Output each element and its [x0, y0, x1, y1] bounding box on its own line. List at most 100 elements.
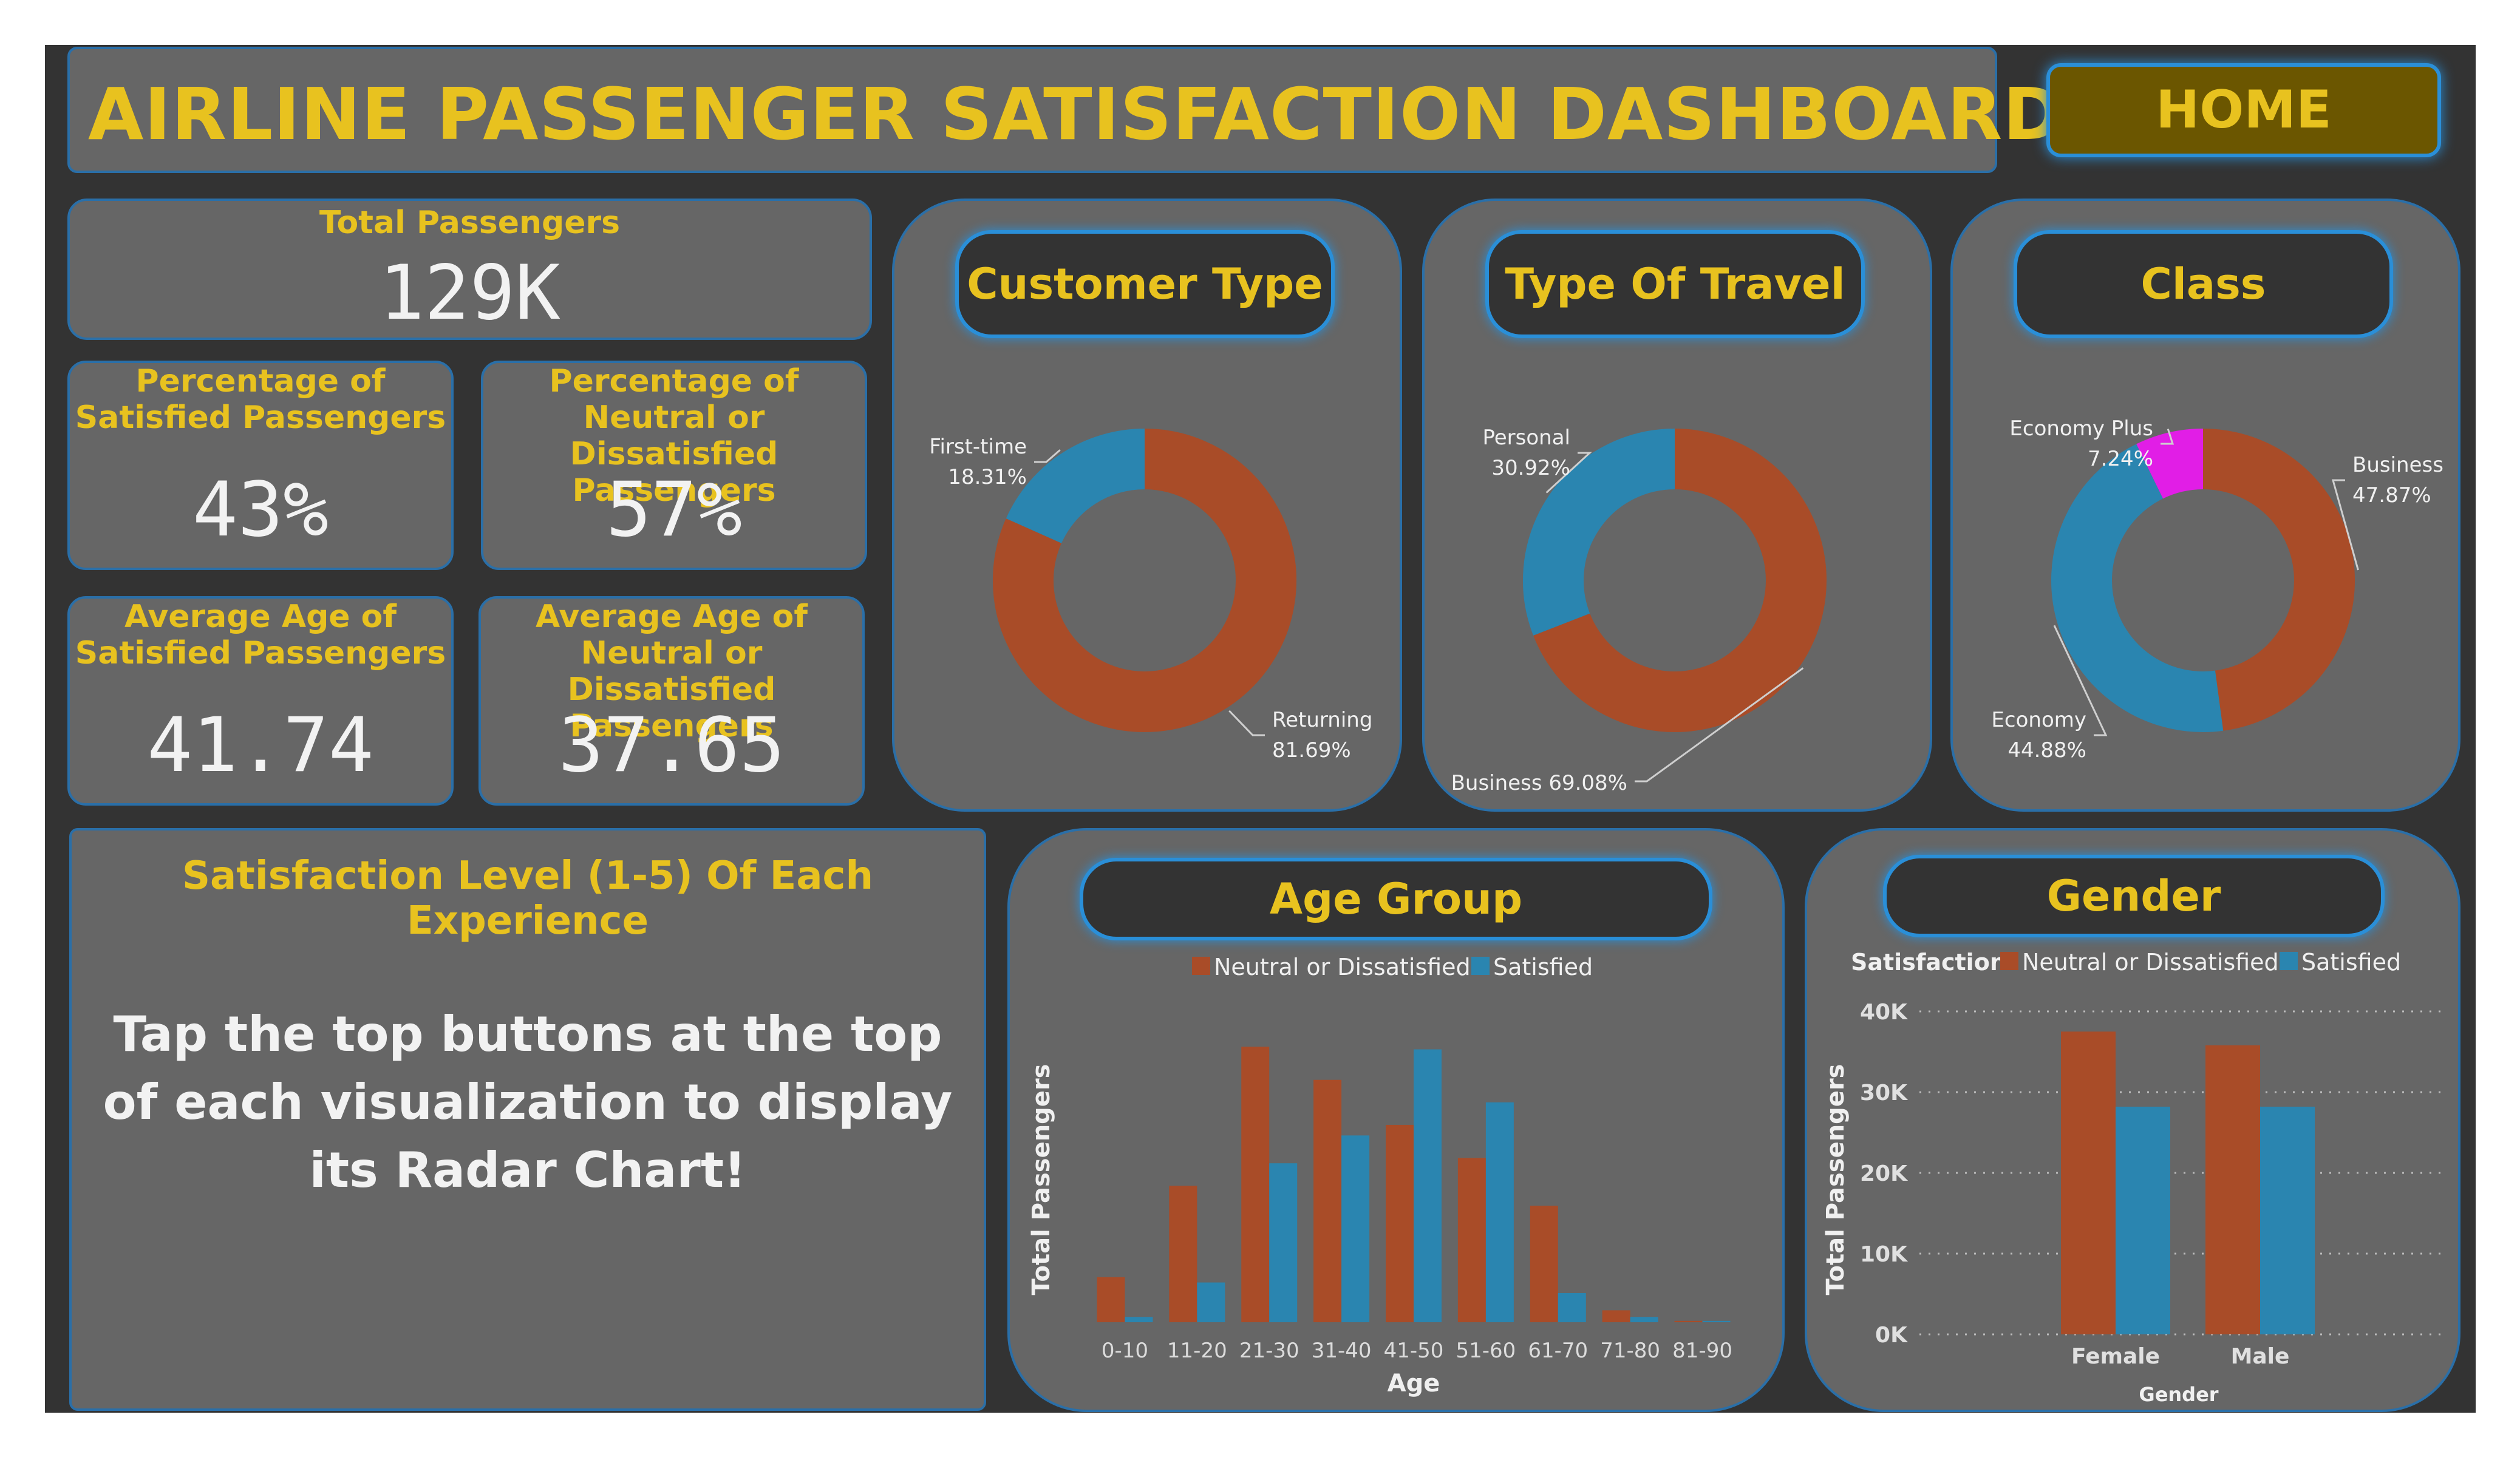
bar-satisfied-51-60[interactable]: [1485, 1102, 1514, 1322]
bar-neutral-or-dissatisfied-41-50[interactable]: [1386, 1124, 1414, 1322]
bar-neutral-or-dissatisfied-male[interactable]: [2205, 1045, 2260, 1334]
dashboard-title: AIRLINE PASSENGER SATISFACTION DASHBOARD: [88, 72, 2063, 156]
customer-type-button[interactable]: Customer Type: [955, 230, 1335, 338]
bar-neutral-or-dissatisfied-71-80[interactable]: [1602, 1310, 1630, 1322]
donut-leader-line: [2332, 479, 2359, 571]
bar-neutral-or-dissatisfied-51-60[interactable]: [1457, 1158, 1486, 1322]
bar-neutral-or-dissatisfied-61-70[interactable]: [1530, 1206, 1558, 1322]
legend-title: Satisfaction: [1851, 949, 2006, 976]
donut-label-economy-plus: Economy Plus: [2009, 416, 2153, 441]
bar-neutral-or-dissatisfied-31-40[interactable]: [1313, 1079, 1342, 1322]
age-group-title: Age Group: [1269, 874, 1523, 924]
satisfaction-level-panel: Satisfaction Level (1-5) Of Each Experie…: [69, 828, 986, 1411]
donut-slice-business[interactable]: [2202, 429, 2355, 731]
gender-title: Gender: [2046, 871, 2221, 921]
donut-label-business: Business 69.08%: [1451, 771, 1627, 795]
donut-label-economy: Economy: [1991, 708, 2086, 732]
bar-neutral-or-dissatisfied-21-30[interactable]: [1241, 1047, 1270, 1322]
x-tick-label: 31-40: [1312, 1339, 1372, 1363]
donut-slice-returning[interactable]: [993, 429, 1296, 732]
title-bar: AIRLINE PASSENGER SATISFACTION DASHBOARD: [67, 47, 2062, 173]
legend-label-satisfied: Satisfied: [1493, 954, 1593, 980]
y-tick-label: 0K: [1875, 1323, 1908, 1348]
bar-satisfied-11-20[interactable]: [1197, 1282, 1225, 1322]
kpi-age-neutral-value: 37.65: [558, 702, 785, 789]
home-button[interactable]: HOME: [2046, 63, 2441, 157]
dashboard-canvas: AIRLINE PASSENGER SATISFACTION DASHBOARD…: [45, 45, 2476, 1413]
x-tick-label: 0-10: [1102, 1339, 1148, 1363]
donut-slice-first-time[interactable]: [1006, 429, 1146, 544]
donut-label-returning: Returning: [1272, 708, 1372, 732]
kpi-pct-satisfied-value: 43%: [192, 466, 329, 554]
x-tick-label: 21-30: [1239, 1339, 1299, 1363]
x-tick-label: 71-80: [1600, 1339, 1660, 1363]
type-of-travel-title: Type Of Travel: [1505, 259, 1845, 309]
bar-neutral-or-dissatisfied-81-90[interactable]: [1674, 1320, 1703, 1322]
x-tick-label: 51-60: [1456, 1339, 1516, 1363]
gender-chart: Satisfaction Neutral or Dissatisfied Satis…: [1822, 949, 2445, 1406]
x-tick-label: 81-90: [1672, 1339, 1732, 1363]
kpi-pct-neutral: Percentage of Neutral or Dissatisfied Pa…: [481, 361, 867, 570]
bar-neutral-or-dissatisfied-11-20[interactable]: [1169, 1186, 1197, 1322]
kpi-pct-neutral-label: Percentage of Neutral or Dissatisfied Pa…: [549, 363, 799, 509]
class-donut: Business 47.87% Economy 44.88% Economy Plus 7…: [1991, 416, 2443, 762]
bar-satisfied-0-10[interactable]: [1125, 1317, 1153, 1322]
legend-label-neutral-or-dissatisfied: Neutral or Dissatisfied: [1214, 954, 1471, 980]
bar-neutral-or-dissatisfied-female[interactable]: [2061, 1031, 2116, 1334]
donut-label-personal: Personal: [1482, 426, 1570, 450]
bar-satisfied-female[interactable]: [2116, 1106, 2170, 1334]
y-tick-label: 40K: [1860, 1000, 1908, 1025]
gender-button[interactable]: Gender: [1883, 855, 2385, 937]
bar-satisfied-male[interactable]: [2260, 1106, 2315, 1334]
type-of-travel-donut: Business 69.08% Personal 30.92%: [1451, 426, 1827, 795]
legend-swatch-satisfied: [1471, 957, 1490, 975]
donut-slice-economy[interactable]: [2051, 444, 2224, 732]
y-tick-label: 20K: [1860, 1161, 1908, 1186]
donut-slice-personal[interactable]: [1523, 429, 1676, 636]
donut-value-personal: 30.92%: [1491, 456, 1570, 480]
donut-leader-line: [1545, 452, 1592, 494]
x-tick-label: 61-70: [1528, 1339, 1588, 1363]
donut-slice-business[interactable]: [1533, 429, 1827, 732]
y-axis-label: Total Passengers: [1027, 1064, 1055, 1296]
customer-type-title: Customer Type: [967, 259, 1323, 309]
legend-label-neutral-or-dissatisfied: Neutral or Dissatisfied: [2022, 949, 2279, 976]
kpi-total-label: Total Passengers: [319, 205, 621, 241]
kpi-age-satisfied: Average Age of Satisfied Passengers 41.7…: [67, 596, 454, 806]
bar-neutral-or-dissatisfied-0-10[interactable]: [1097, 1277, 1125, 1322]
donut-leader-line: [1635, 667, 1804, 783]
bar-satisfied-31-40[interactable]: [1341, 1135, 1370, 1322]
home-button-label: HOME: [2156, 80, 2332, 140]
bar-satisfied-21-30[interactable]: [1269, 1163, 1298, 1322]
donut-leader-line: [1034, 449, 1061, 463]
bar-satisfied-61-70[interactable]: [1558, 1293, 1586, 1322]
bar-satisfied-41-50[interactable]: [1414, 1049, 1442, 1322]
donut-leader-line: [1228, 710, 1265, 736]
donut-value-economy: 44.88%: [2007, 738, 2086, 762]
type-of-travel-card: Type Of Travel Business 69.08% Personal 30…: [1422, 199, 1932, 812]
donut-label-business: Business: [2352, 453, 2443, 477]
kpi-total-passengers: Total Passengers 129K: [67, 199, 872, 340]
donut-value-first-time: 18.31%: [948, 465, 1027, 489]
age-group-chart: Neutral or Dissatisfied Satisfied 0-10 11-2…: [1027, 954, 1732, 1398]
kpi-age-satisfied-value: 41.74: [147, 702, 374, 789]
x-tick-label: Male: [2231, 1344, 2290, 1369]
donut-value-business: 47.87%: [2352, 483, 2431, 508]
class-card: Class Business 47.87% Economy 44.88% Economy…: [1950, 199, 2460, 812]
class-button[interactable]: Class: [2014, 230, 2393, 338]
x-axis-label: Age: [1388, 1370, 1440, 1398]
donut-value-returning: 81.69%: [1272, 738, 1351, 762]
gender-card: Gender Satisfaction Neutral or Dissatisfi…: [1805, 828, 2460, 1412]
kpi-age-neutral: Average Age of Neutral or Dissatisfied P…: [478, 596, 865, 806]
age-group-button[interactable]: Age Group: [1080, 858, 1712, 940]
donut-leader-line: [2161, 429, 2174, 445]
kpi-total-value: 129K: [379, 250, 560, 337]
bar-satisfied-71-80[interactable]: [1630, 1317, 1658, 1322]
bar-satisfied-81-90[interactable]: [1702, 1320, 1731, 1322]
donut-slice-economy-plus[interactable]: [2136, 429, 2204, 499]
type-of-travel-button[interactable]: Type Of Travel: [1485, 230, 1865, 338]
satisfaction-level-message: Tap the top buttons at the top of each v…: [103, 1006, 953, 1198]
donut-value-economy-plus: 7.24%: [2088, 447, 2153, 471]
customer-type-donut: Returning 81.69% First-time 18.31%: [929, 429, 1372, 762]
kpi-pct-neutral-value: 57%: [606, 466, 742, 554]
